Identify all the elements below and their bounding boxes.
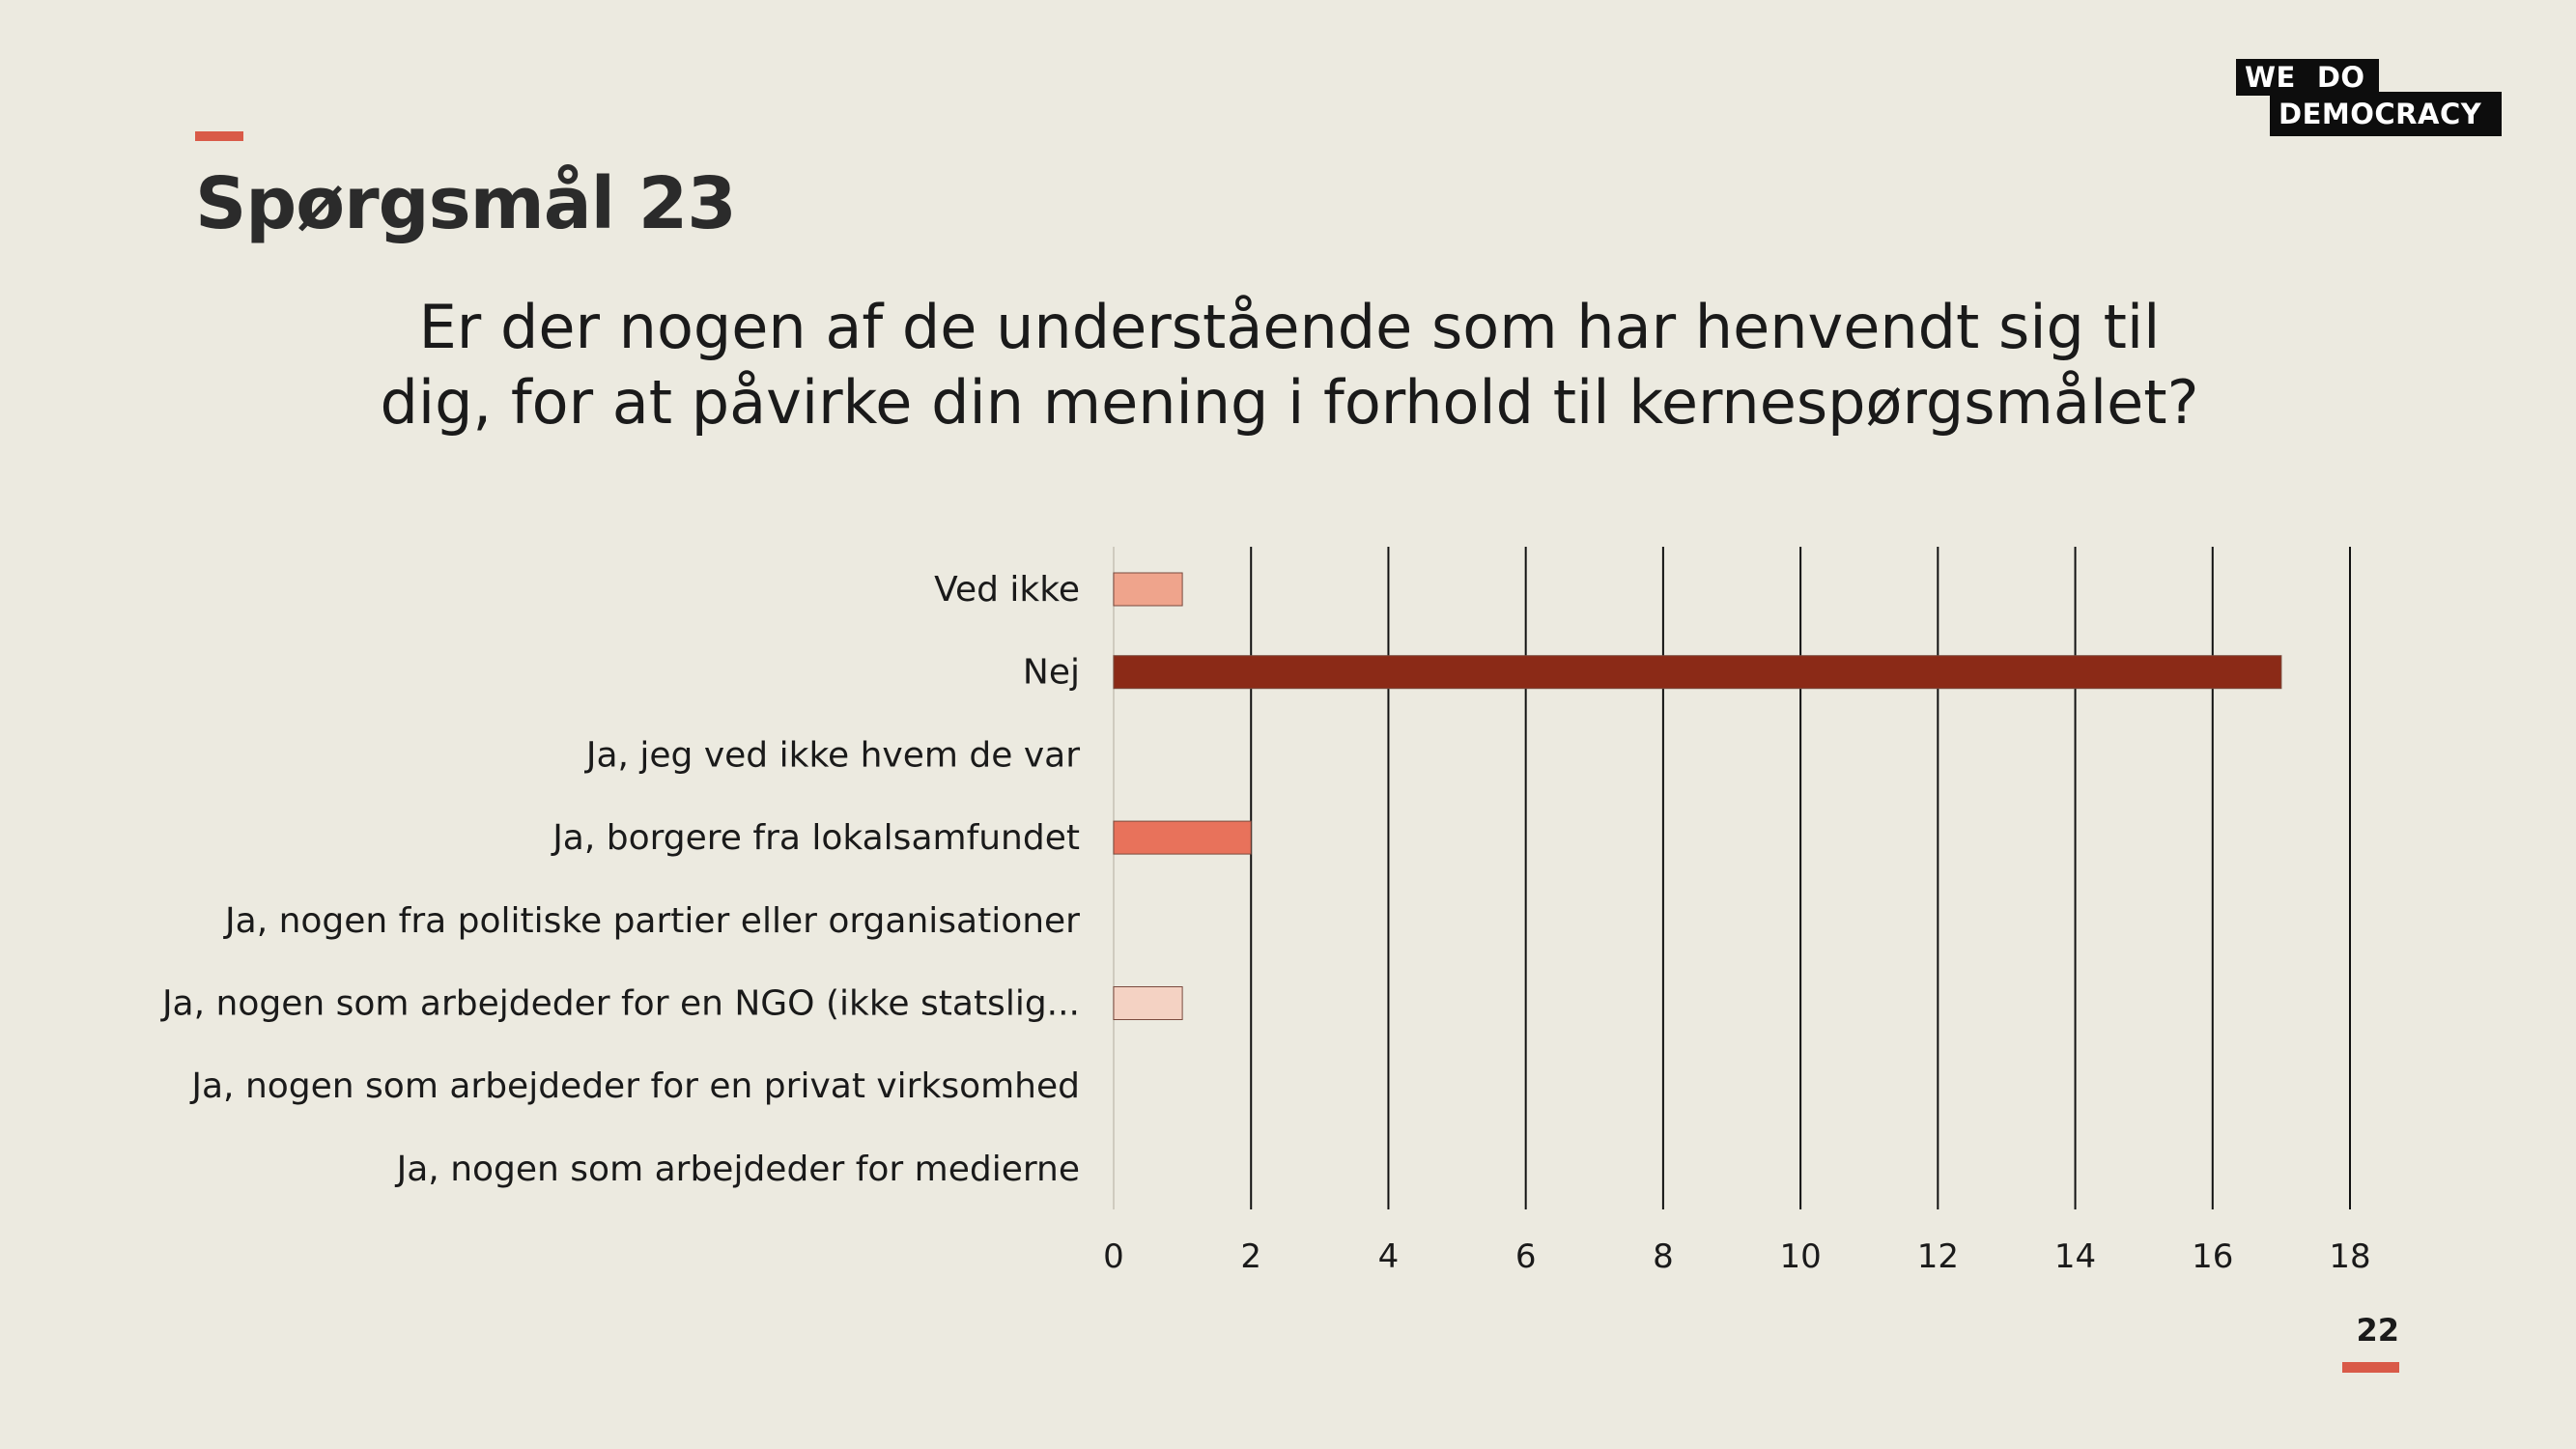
bar-1 bbox=[1113, 572, 1183, 607]
we-do-democracy-logo: WE DO DEMOCRACY bbox=[2236, 59, 2502, 138]
x-tick-label: 6 bbox=[1515, 1237, 1537, 1276]
category-label: Nej bbox=[1023, 653, 1080, 693]
x-tick-label: 4 bbox=[1378, 1237, 1400, 1276]
bar-2 bbox=[1113, 655, 2282, 690]
category-label: Ved ikke bbox=[934, 570, 1080, 610]
x-tick-label: 16 bbox=[2192, 1237, 2233, 1276]
bar-6 bbox=[1113, 986, 1183, 1020]
logo-word-do: DO bbox=[2316, 61, 2365, 94]
category-label: Ja, borgere fra lokalsamfundet bbox=[551, 818, 1080, 858]
logo-line-2: DEMOCRACY bbox=[2270, 92, 2502, 136]
x-tick-label: 12 bbox=[1917, 1237, 1959, 1276]
logo-word-we: WE bbox=[2245, 61, 2296, 94]
question-text: Er der nogen af de understående som har … bbox=[380, 292, 2199, 438]
page-number-accent-bar bbox=[2342, 1362, 2399, 1373]
category-label: Ja, nogen fra politiske partier eller or… bbox=[223, 901, 1080, 941]
category-label: Ja, nogen som arbejdeder for en NGO (ikk… bbox=[160, 984, 1080, 1024]
category-label: Ja, nogen som arbejdeder for en privat v… bbox=[189, 1066, 1080, 1106]
x-tick-label: 14 bbox=[2054, 1237, 2096, 1276]
bar-4 bbox=[1113, 820, 1252, 855]
x-tick-label: 18 bbox=[2329, 1237, 2370, 1276]
category-label: Ja, nogen som arbejdeder for medierne bbox=[395, 1150, 1080, 1189]
category-label: Ja, jeg ved ikke hvem de var bbox=[584, 735, 1080, 775]
x-tick-label: 2 bbox=[1240, 1237, 1261, 1276]
x-tick-label: 10 bbox=[1779, 1237, 1821, 1276]
slide-title: Spørgsmål 23 bbox=[195, 162, 737, 245]
title-accent-bar bbox=[195, 131, 243, 141]
logo-line-1: WE DO bbox=[2236, 59, 2379, 96]
page-number: 22 bbox=[2356, 1312, 2399, 1349]
x-tick-label: 0 bbox=[1103, 1237, 1124, 1276]
x-tick-label: 8 bbox=[1653, 1237, 1674, 1276]
